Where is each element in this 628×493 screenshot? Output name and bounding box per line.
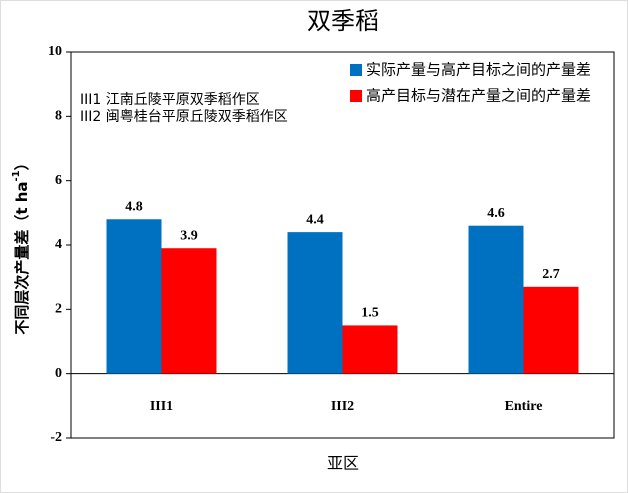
x-axis-label: 亚区 — [327, 454, 359, 473]
bar — [523, 286, 579, 374]
value-label: 4.6 — [487, 206, 505, 221]
y-tick-label: 4 — [55, 237, 62, 252]
legend-label: 实际产量与高产目标之间的产量差 — [366, 61, 591, 79]
y-tick-label: 10 — [48, 44, 62, 59]
y-label-text: 不同层次产量差（t ha — [13, 181, 31, 334]
legend-swatch — [350, 64, 362, 76]
bar — [161, 248, 217, 374]
x-tick-label: III1 — [150, 399, 173, 414]
bar — [342, 325, 398, 374]
value-label: 4.4 — [306, 212, 324, 227]
legend-swatch — [350, 90, 362, 102]
y-tick-label: 2 — [55, 302, 62, 317]
y-label-end: ） — [13, 155, 31, 170]
y-tick-label: 0 — [55, 366, 62, 381]
value-label: 3.9 — [180, 228, 198, 243]
note: III1 江南丘陵平原双季稻作区 — [80, 92, 260, 108]
bar — [106, 219, 162, 374]
value-label: 2.7 — [542, 267, 560, 282]
x-tick-label: III2 — [331, 399, 354, 414]
value-label: 4.8 — [125, 199, 143, 214]
y-tick-label: -2 — [50, 430, 62, 445]
y-tick-label: 8 — [55, 109, 62, 124]
x-tick-label: Entire — [505, 399, 543, 414]
bar — [468, 225, 524, 374]
value-label: 1.5 — [361, 306, 379, 321]
y-axis-label: 不同层次产量差（t ha-1） — [11, 155, 31, 334]
legend-label: 高产目标与潜在产量之间的产量差 — [366, 87, 591, 105]
bar — [287, 232, 343, 374]
y-tick-label: 6 — [55, 173, 62, 188]
chart-title: 双季稻 — [307, 7, 379, 35]
y-label-sup: -1 — [11, 170, 22, 181]
note: III2 闽粤桂台平原丘陵双季稻作区 — [80, 109, 288, 125]
